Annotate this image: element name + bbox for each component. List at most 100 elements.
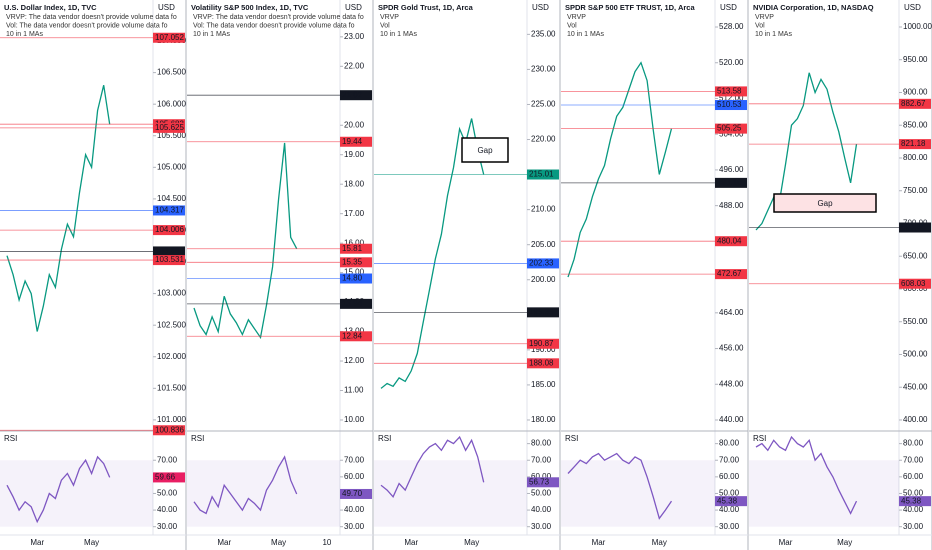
chart-title: Volatility S&P 500 Index, 1D, TVC bbox=[191, 3, 309, 12]
y-tick-label: 205.00 bbox=[531, 240, 556, 249]
y-tick-label: 70.00 bbox=[157, 455, 178, 464]
y-tick-label: 40.00 bbox=[903, 505, 924, 514]
y-tick-label: 60.00 bbox=[903, 472, 924, 481]
y-tick-label: 520.00 bbox=[719, 58, 744, 67]
x-tick-label: May bbox=[464, 538, 479, 547]
indicator-legend: 10 in 1 MAs bbox=[193, 31, 230, 38]
price-label: 103.531 bbox=[155, 255, 184, 264]
y-tick-label: 102.000 bbox=[157, 352, 186, 361]
price-label-bg bbox=[899, 222, 931, 233]
price-label-bg bbox=[153, 122, 185, 133]
y-tick-label: 18.00 bbox=[344, 179, 365, 188]
indicator-legend: Vol: The data vendor doesn't provide vol… bbox=[193, 22, 355, 29]
rsi-line bbox=[380, 435, 485, 498]
y-tick-label: 102.500 bbox=[157, 320, 186, 329]
y-tick-label: 650.00 bbox=[903, 251, 928, 260]
y-tick-label: 20.00 bbox=[344, 120, 365, 129]
price-label: 104.317 bbox=[155, 206, 184, 215]
price-label: 190.87 bbox=[529, 339, 554, 348]
rsi-line bbox=[567, 452, 673, 520]
price-label: 493.10 bbox=[717, 178, 742, 187]
price-label: 105.625 bbox=[155, 123, 184, 132]
y-tick-label: 30.00 bbox=[344, 522, 365, 531]
indicator-legend: Vol bbox=[755, 22, 765, 29]
price-label-bg bbox=[899, 278, 931, 289]
indicator-legend: 10 in 1 MAs bbox=[755, 31, 792, 38]
y-tick-label: 60.00 bbox=[344, 472, 365, 481]
y-tick-label: 70.00 bbox=[344, 455, 365, 464]
y-tick-label: 70.00 bbox=[719, 455, 740, 464]
unit-label: USD bbox=[720, 3, 737, 12]
indicator-legend: Vol: The data vendor doesn't provide vol… bbox=[6, 22, 168, 29]
x-tick-label: Mar bbox=[404, 538, 418, 547]
rsi-label: RSI bbox=[753, 434, 766, 443]
y-tick-label: 16.00 bbox=[344, 238, 365, 247]
y-tick-label: 512.00 bbox=[719, 94, 744, 103]
x-tick-label: May bbox=[652, 538, 667, 547]
y-tick-label: 400.00 bbox=[903, 415, 928, 424]
y-tick-label: 225.00 bbox=[531, 100, 556, 109]
price-label-bg bbox=[340, 243, 372, 254]
price-line bbox=[755, 72, 858, 231]
y-tick-label: 50.00 bbox=[157, 489, 178, 498]
indicator-legend: 10 in 1 MAs bbox=[380, 31, 417, 38]
rsi-band bbox=[374, 460, 527, 527]
price-label-bg bbox=[527, 358, 559, 369]
y-tick-label: 80.00 bbox=[719, 439, 740, 448]
y-tick-label: 70.00 bbox=[531, 455, 552, 464]
x-tick-label: Mar bbox=[217, 538, 231, 547]
price-label: 103.668 bbox=[155, 247, 184, 256]
indicator-legend: Vol bbox=[567, 22, 577, 29]
rsi-label-bg bbox=[153, 472, 185, 483]
indicator-legend: VRVP bbox=[380, 14, 399, 21]
price-label-bg bbox=[153, 205, 185, 216]
y-tick-label: 11.00 bbox=[344, 386, 364, 395]
y-tick-label: 30.00 bbox=[157, 522, 178, 531]
rsi-label-bg bbox=[340, 488, 372, 499]
y-tick-label: 50.00 bbox=[719, 489, 740, 498]
rsi-label: RSI bbox=[191, 434, 204, 443]
price-label-bg bbox=[715, 86, 747, 97]
indicator-legend: 10 in 1 MAs bbox=[6, 31, 43, 38]
y-tick-label: 106.500 bbox=[157, 68, 186, 77]
price-label: 821.18 bbox=[901, 139, 926, 148]
y-tick-label: 101.500 bbox=[157, 383, 186, 392]
y-tick-label: 900.00 bbox=[903, 88, 928, 97]
x-tick-label: Mar bbox=[779, 538, 793, 547]
y-tick-label: 235.00 bbox=[531, 29, 556, 38]
price-label: 215.01 bbox=[529, 170, 554, 179]
x-tick-label: May bbox=[84, 538, 99, 547]
price-label: 14.80 bbox=[342, 274, 363, 283]
price-label: 505.25 bbox=[717, 124, 742, 133]
rsi-value-label: 45.38 bbox=[901, 496, 922, 505]
price-label: 107.052 bbox=[155, 33, 184, 42]
y-tick-label: 105.500 bbox=[157, 131, 186, 140]
unit-label: USD bbox=[158, 3, 175, 12]
y-tick-label: 15.00 bbox=[344, 268, 365, 277]
rsi-band bbox=[561, 460, 715, 527]
price-label: 480.04 bbox=[717, 236, 742, 245]
y-tick-label: 550.00 bbox=[903, 317, 928, 326]
price-label: 472.67 bbox=[717, 269, 742, 278]
indicator-legend: VRVP: The data vendor doesn't provide vo… bbox=[193, 14, 364, 21]
y-tick-label: 200.00 bbox=[531, 275, 556, 284]
price-label: 882.67 bbox=[901, 99, 926, 108]
y-tick-label: 13.00 bbox=[344, 327, 365, 336]
y-tick-label: 750.00 bbox=[903, 186, 928, 195]
indicator-legend: 10 in 1 MAs bbox=[567, 31, 604, 38]
y-tick-label: 19.00 bbox=[344, 150, 365, 159]
y-tick-label: 40.00 bbox=[344, 505, 365, 514]
price-label-bg bbox=[899, 98, 931, 109]
y-tick-label: 22.00 bbox=[344, 61, 365, 70]
price-label-bg bbox=[715, 269, 747, 280]
rsi-label-bg bbox=[715, 496, 747, 507]
price-label-bg bbox=[899, 139, 931, 150]
indicator-legend: VRVP bbox=[755, 14, 774, 21]
chart-title: SPDR S&P 500 ETF TRUST, 1D, Arca bbox=[565, 3, 695, 12]
chart-title: SPDR Gold Trust, 1D, Arca bbox=[378, 3, 474, 12]
price-label-bg bbox=[340, 90, 372, 101]
rsi-label: RSI bbox=[4, 434, 17, 443]
y-tick-label: 185.00 bbox=[531, 380, 556, 389]
